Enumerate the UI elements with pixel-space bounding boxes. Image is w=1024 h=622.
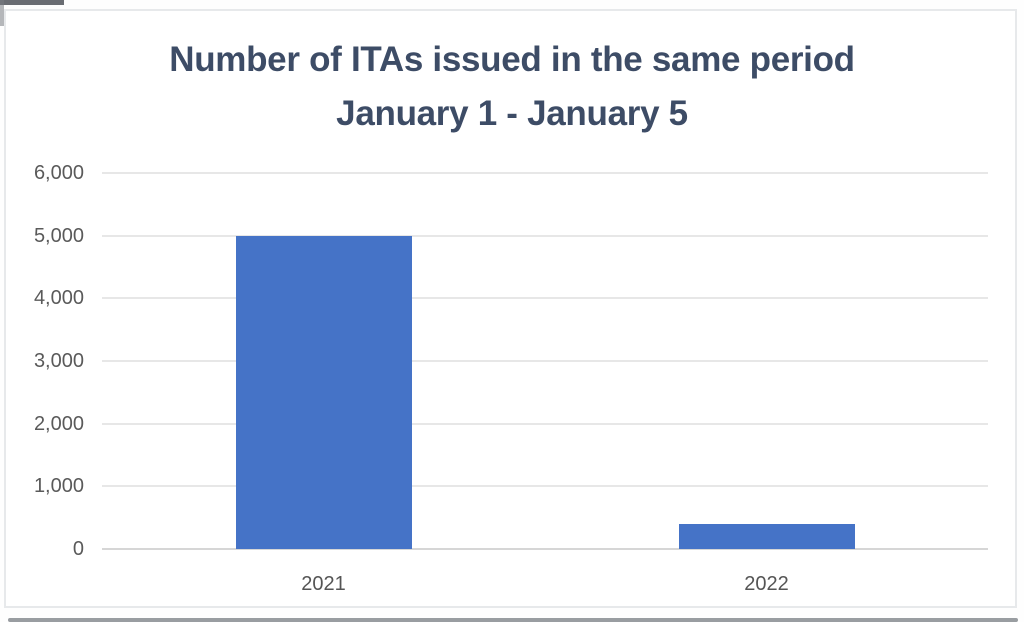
photo-edge-artifact-top xyxy=(0,0,64,5)
photo-edge-artifact-bottom xyxy=(8,618,1018,622)
y-tick-label: 0 xyxy=(72,538,84,560)
bar-2021 xyxy=(235,235,412,549)
photo-edge-artifact-left xyxy=(0,0,4,26)
chart-title-line1: Number of ITAs issued in the same period xyxy=(169,40,855,79)
bar-2022 xyxy=(678,523,855,549)
chart-title-line2: January 1 - January 5 xyxy=(336,94,688,133)
gridline xyxy=(102,485,988,488)
gridline xyxy=(102,422,988,425)
gridline xyxy=(102,360,988,362)
y-tick-label: 6,000 xyxy=(33,162,84,184)
y-tick-label: 4,000 xyxy=(33,287,84,310)
y-tick-label: 3,000 xyxy=(33,350,84,372)
x-category-label: 2022 xyxy=(744,573,789,595)
gridline xyxy=(102,234,988,237)
chart-border-frame xyxy=(4,9,1017,608)
gridline xyxy=(102,172,988,174)
x-axis-line xyxy=(102,548,988,550)
gridline xyxy=(102,297,988,300)
y-tick-label: 1,000 xyxy=(33,475,84,498)
y-tick-label: 5,000 xyxy=(33,224,84,247)
x-category-label: 2021 xyxy=(301,573,346,595)
y-tick-label: 2,000 xyxy=(33,412,84,435)
chart-title: Number of ITAs issued in the same period… xyxy=(0,33,1024,141)
